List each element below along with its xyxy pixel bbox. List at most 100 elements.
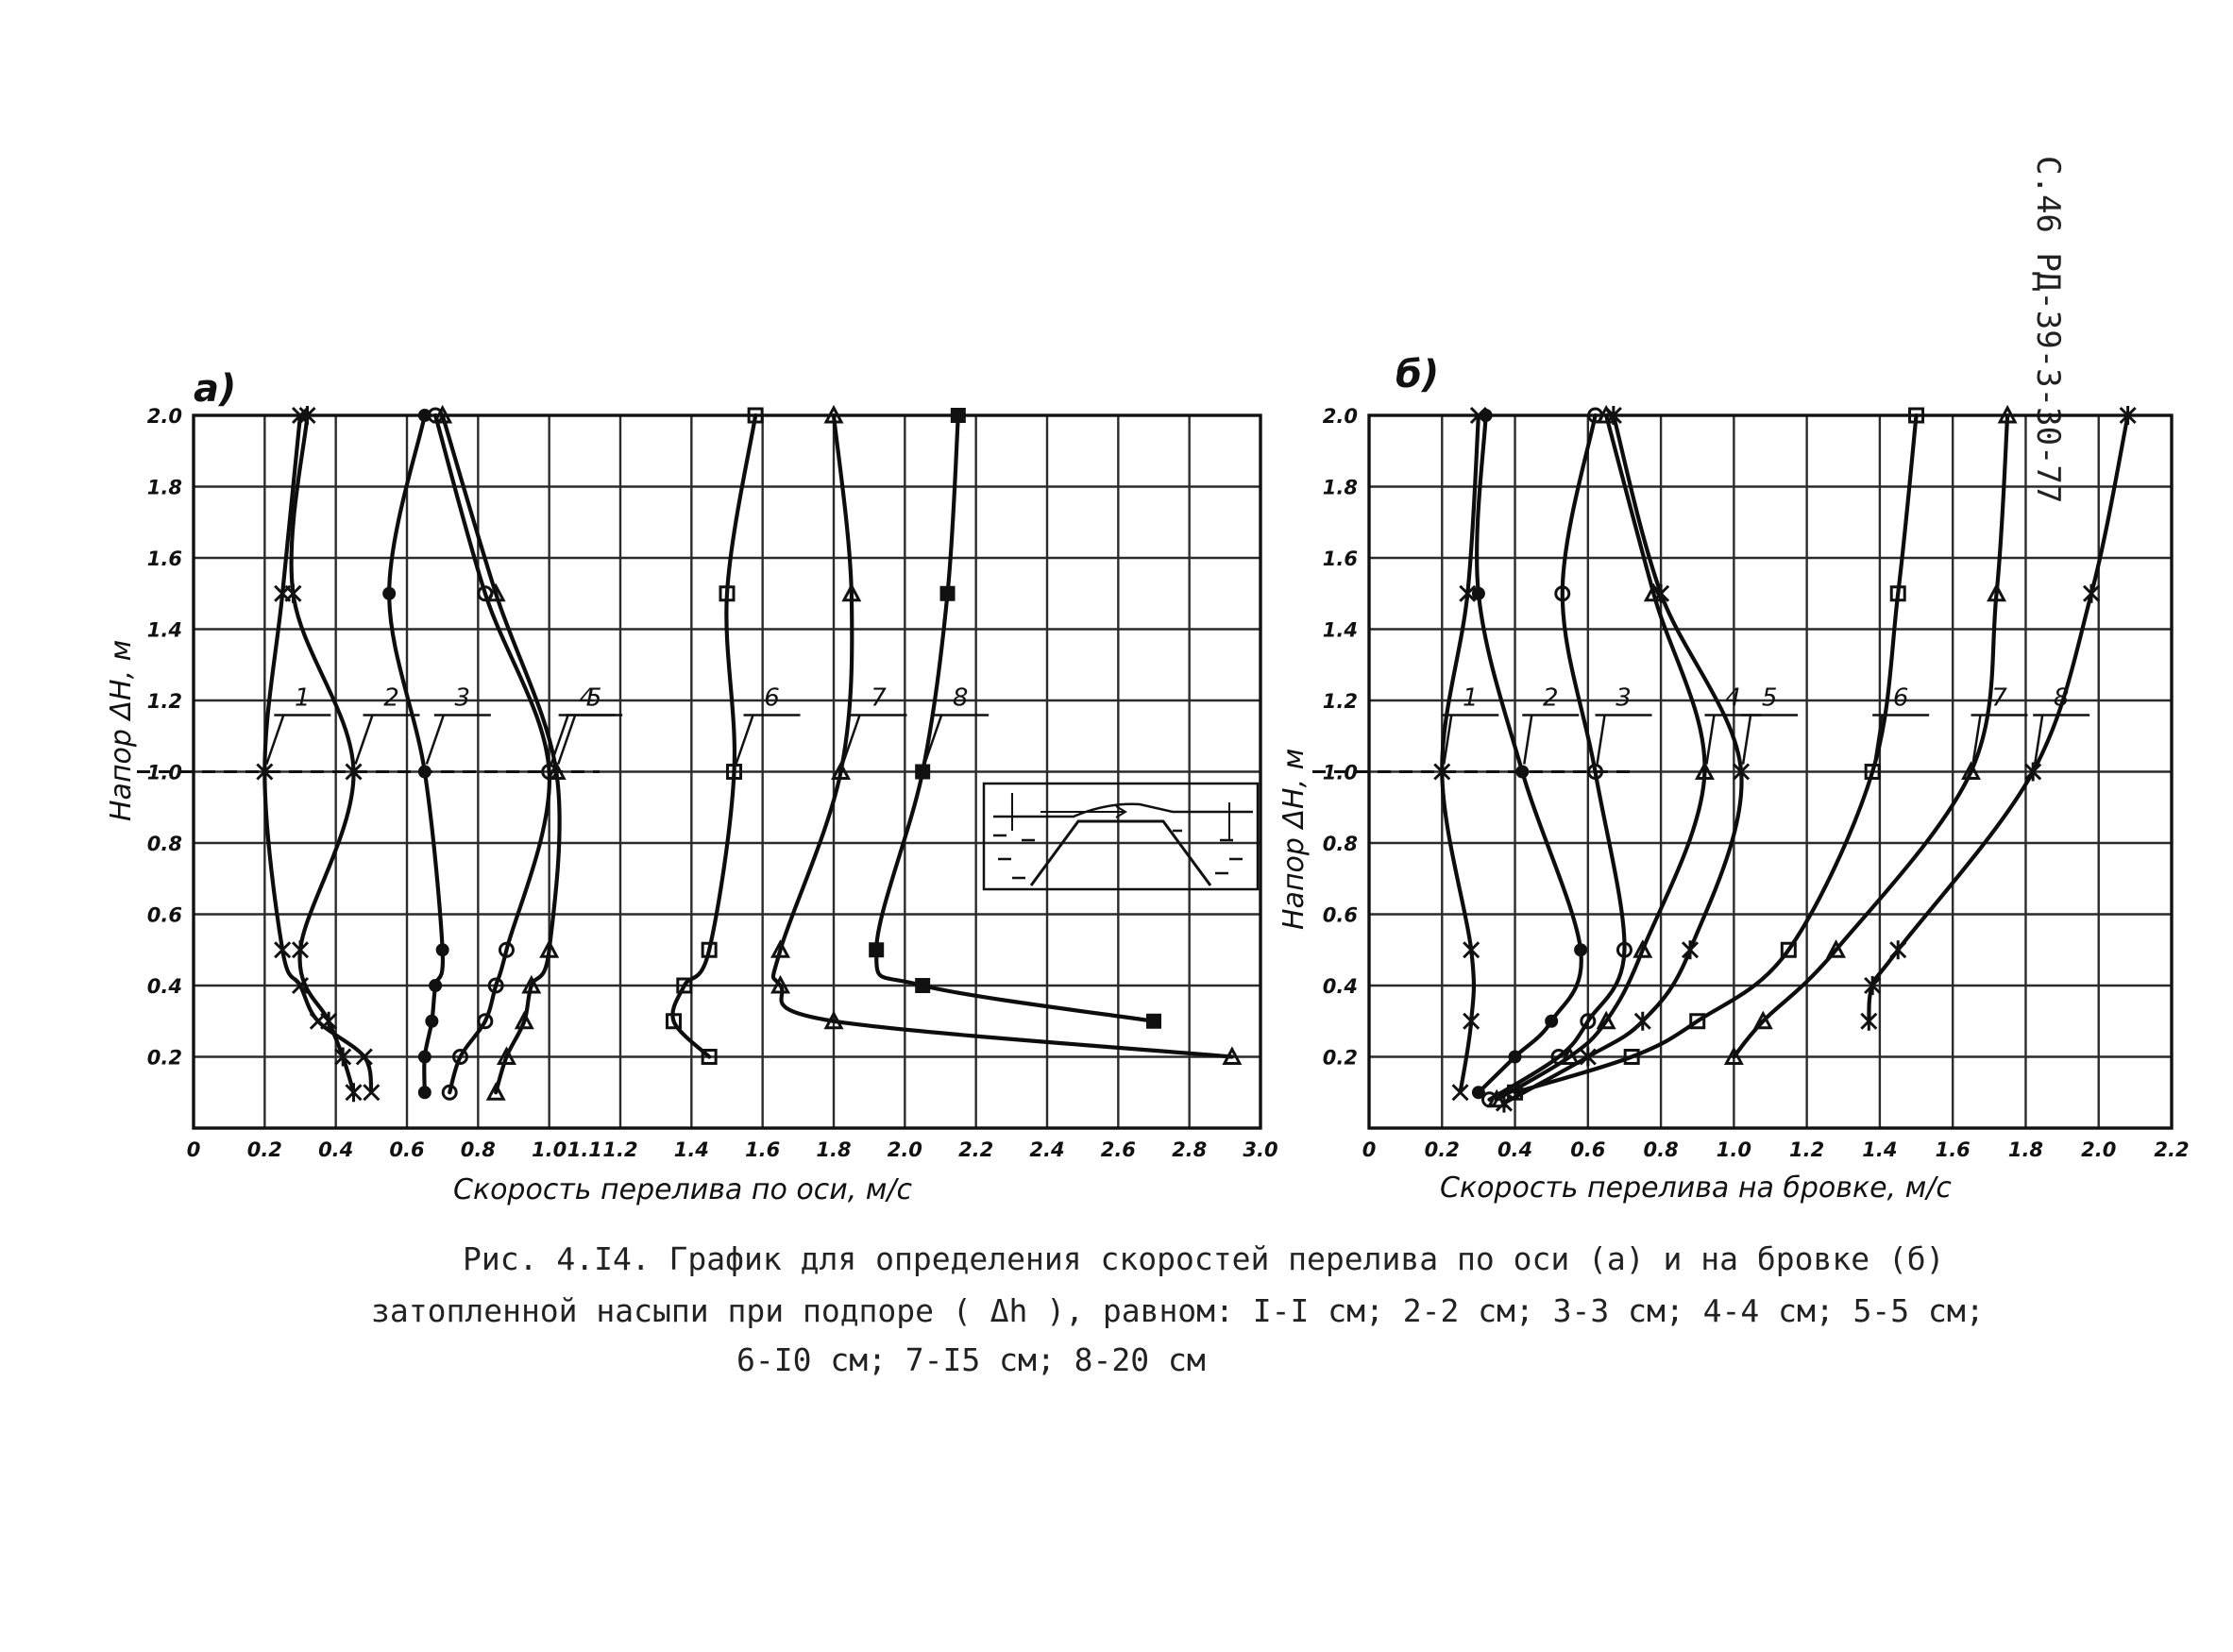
- series-1-point: [1459, 584, 1477, 602]
- x-tick-label: 1.2: [602, 1138, 637, 1161]
- x-tick-label: 0: [187, 1138, 201, 1161]
- series-8-point: [939, 585, 956, 601]
- y-tick-label: 1.0: [1323, 762, 1358, 784]
- panel-b-grid: [1367, 413, 2174, 1130]
- x-tick-label: 0: [1362, 1138, 1377, 1161]
- series-line-1: [262, 413, 374, 1095]
- y-tick-label: 0.2: [1323, 1047, 1358, 1070]
- series-5-point: [1633, 1011, 1651, 1031]
- series-label-leader: [922, 715, 943, 765]
- y-tick-label: 1.4: [147, 619, 182, 642]
- series-line-2: [289, 413, 356, 1095]
- series-8-point: [915, 764, 931, 780]
- series-line-6: [1513, 413, 1919, 1095]
- y-tick-label: 2.0: [1323, 405, 1358, 428]
- series-4-point: [1632, 939, 1653, 958]
- series-label-leader: [1596, 715, 1606, 765]
- series-7-point: [770, 939, 790, 958]
- x-tick-label: 1.1: [567, 1138, 602, 1161]
- series-4-point: [498, 941, 515, 958]
- series-2-point: [1515, 765, 1530, 779]
- series-line-3: [1487, 413, 1627, 1102]
- series-5-point: [1733, 762, 1751, 782]
- series-8-point: [2024, 762, 2042, 782]
- series-7-point: [1987, 582, 2007, 602]
- series-label-1: 1: [1463, 684, 1479, 713]
- series-label-5: 5: [1762, 684, 1778, 713]
- series-3-point: [435, 943, 449, 957]
- series-2-point: [291, 940, 310, 960]
- series-3-point: [1554, 585, 1571, 602]
- panel-b-y-ticks: 0.2 0.4 0.6 0.8 1.0 1.2 1.4 1.6 1.8 2.0: [1323, 405, 1358, 1070]
- y-tick-label: 0.6: [147, 904, 182, 927]
- panel-a-x-axis-label: Скорость перелива по оси, м/с: [453, 1173, 913, 1206]
- series-5-point: [514, 1010, 534, 1030]
- series-1-point: [274, 941, 292, 959]
- series-6-point: [719, 585, 736, 602]
- series-7-point: [841, 582, 862, 602]
- y-tick-label: 0.2: [147, 1047, 182, 1070]
- panel-a-grid: [192, 413, 1262, 1130]
- series-8-point: [915, 978, 931, 993]
- series-8-point: [1146, 1013, 1161, 1029]
- x-tick-label: 2.0: [2081, 1138, 2116, 1161]
- series-label-2: 2: [383, 684, 399, 713]
- series-6-point: [1864, 764, 1881, 780]
- series-3-point: [1580, 1013, 1597, 1030]
- x-tick-label: 1.0: [532, 1138, 567, 1161]
- series-label-leader: [735, 715, 754, 765]
- y-tick-label: 0.4: [1323, 975, 1358, 998]
- series-label-4: 4: [579, 684, 595, 713]
- series-4-point: [1596, 1010, 1616, 1030]
- series-label-leader: [841, 715, 861, 765]
- series-8-point: [1864, 976, 1882, 995]
- series-label-2: 2: [1543, 684, 1559, 713]
- caption-line-2: затопленной насыпи при подпоре ( Δh ), р…: [371, 1292, 1985, 1329]
- x-tick-label: 2.2: [2154, 1138, 2189, 1161]
- panel-b-y-axis-label: Напор ΔH, м: [1277, 749, 1311, 930]
- y-tick-label: 0.6: [1323, 904, 1358, 927]
- series-6-point: [666, 1013, 682, 1030]
- x-tick-label: 1.2: [1789, 1138, 1824, 1161]
- series-7-point: [1826, 939, 1847, 958]
- series-5-point: [496, 1046, 516, 1065]
- series-label-leader: [2033, 715, 2044, 765]
- x-tick-label: 1.4: [674, 1138, 709, 1161]
- x-tick-label: 1.6: [745, 1138, 780, 1161]
- series-2-point: [1574, 943, 1588, 957]
- series-3-point: [1587, 764, 1604, 780]
- x-tick-label: 0.4: [318, 1138, 353, 1161]
- series-label-leader: [1443, 715, 1453, 765]
- document-number: С.46 РД-39-3-30-77: [2029, 156, 2067, 503]
- y-tick-label: 0.8: [147, 833, 182, 855]
- embankment-sketch: [982, 782, 1260, 891]
- series-2-point: [345, 762, 363, 782]
- panel-b-label: б): [1396, 353, 1439, 396]
- x-tick-label: 1.4: [1862, 1138, 1897, 1161]
- series-label-leader: [1705, 715, 1716, 765]
- x-tick-label: 2.2: [958, 1138, 993, 1161]
- y-tick-label: 1.8: [147, 477, 182, 499]
- series-label-leader: [557, 715, 577, 765]
- panel-a-y-axis-label: Напор ΔH, м: [105, 640, 138, 821]
- series-7-point: [1723, 1046, 1744, 1065]
- series-3-point: [382, 586, 397, 600]
- series-6-point: [1623, 1049, 1640, 1065]
- series-3-point: [429, 979, 443, 992]
- series-label-leader: [1872, 715, 1884, 765]
- series-6-point: [1689, 1013, 1706, 1030]
- series-7-point: [770, 974, 790, 994]
- x-tick-label: 0.2: [1425, 1138, 1460, 1161]
- panel-a-y-ticks: 0.2 0.4 0.6 0.8 1.0 1.2 1.4 1.6 1.8 2.0: [147, 405, 182, 1070]
- panel-a-label: а): [194, 367, 236, 411]
- series-label-5: 5: [586, 684, 602, 713]
- series-8-point: [1860, 1011, 1878, 1031]
- x-tick-label: 0.8: [461, 1138, 496, 1161]
- series-label-3: 3: [1616, 684, 1632, 713]
- panel-a-series: 1 2 3 45 6 7 8: [256, 404, 1243, 1103]
- series-8-point: [1889, 940, 1907, 960]
- y-tick-label: 1.2: [1323, 690, 1358, 713]
- series-1-point: [256, 763, 274, 781]
- series-4-point: [1694, 761, 1715, 780]
